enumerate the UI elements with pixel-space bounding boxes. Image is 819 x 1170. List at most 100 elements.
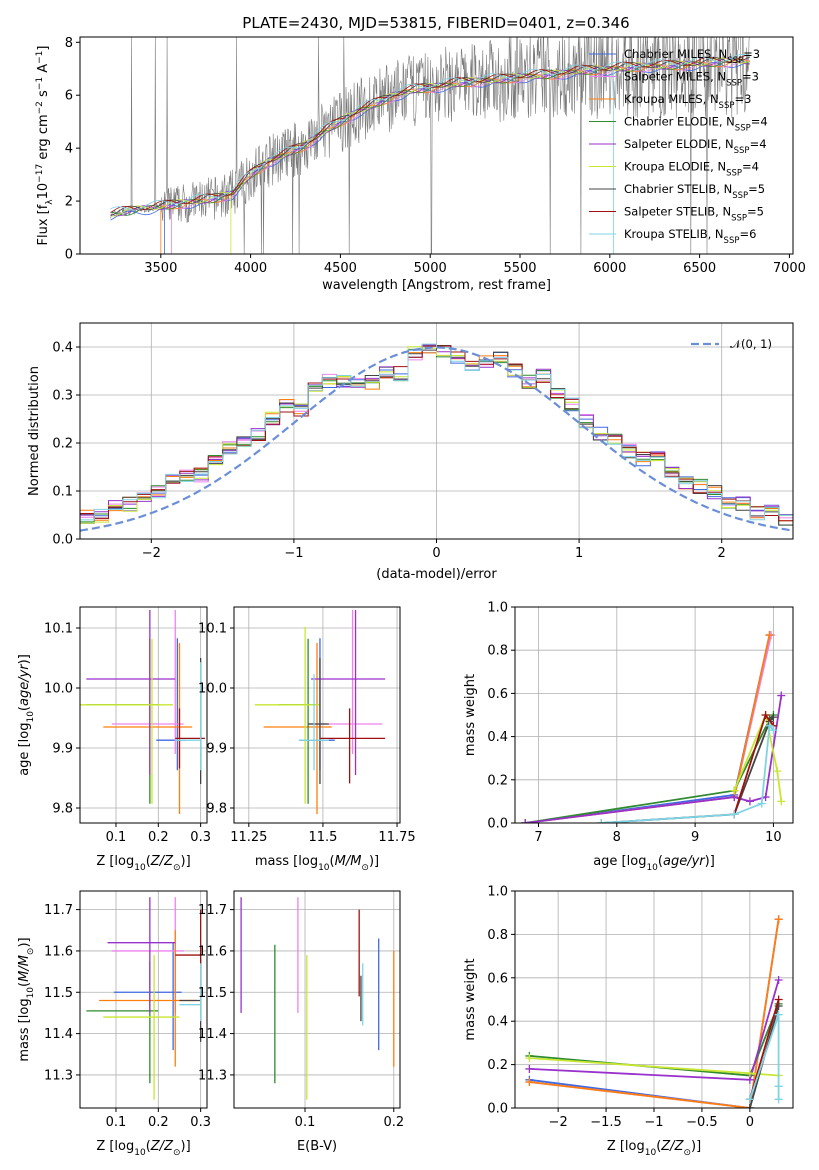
x-tick-label: 4000 [234, 261, 267, 276]
x-tick-label: 0.2 [383, 1115, 404, 1130]
mass-weight-point-kroupa_stelib [765, 721, 774, 730]
x-axis-label-part: ( [146, 1139, 151, 1154]
mass-weight-point-chabrier_stelib [769, 713, 778, 722]
y-tick-label: 1.0 [487, 601, 508, 616]
legend-text: Chabrier MILES, N [624, 47, 727, 61]
axes-frame [233, 606, 401, 824]
x-axis-label: mass [log10(M/M⊙)] [255, 854, 379, 873]
y-axis-label-part: mass [log [17, 998, 32, 1061]
mass-weight-point-kroupa_elodie [773, 767, 782, 776]
legend-suffix: =3 [743, 47, 760, 61]
y-axis-label-part: Normed distribution [27, 366, 42, 496]
y-tick-label: 10.1 [198, 622, 227, 637]
y-tick-label: 0.6 [487, 687, 508, 702]
x-axis-label-part: Z/Z [660, 1139, 684, 1154]
x-tick-label: 0.2 [148, 830, 169, 845]
y-tick-label: 0.8 [487, 644, 508, 659]
y-tick-label: 0.0 [52, 533, 73, 548]
y-axis-label-part: −1 [35, 77, 45, 90]
x-axis-label-part: )] [691, 1139, 701, 1154]
x-tick-label: 11.5 [308, 830, 337, 845]
mass-weight-point-kroupa_elodie [525, 1054, 534, 1063]
y-axis-label-part: ( [17, 982, 32, 987]
y-tick-label: 11.5 [44, 986, 73, 1001]
legend-sub: SSP [719, 101, 735, 111]
y-tick-label: 0.0 [487, 817, 508, 832]
panel-spectrum: 3500 4000 4500 5000 5500 6000 6500 7000 0 2 4 6 8 wav… [35, 36, 806, 293]
legend-suffix: =4 [750, 137, 767, 151]
legend-sub: SSP [727, 56, 743, 66]
plot-area-massweight_vs_age [521, 631, 786, 823]
x-tick-label: 1 [575, 546, 583, 561]
x-tick-label: 0.1 [295, 1115, 316, 1130]
legend-suffix: =3 [734, 92, 751, 106]
y-tick-label: 11.3 [44, 1068, 73, 1083]
legend-sub: SSP [726, 79, 742, 89]
mass-weight-point-kroupa_stelib [745, 1095, 754, 1104]
y-tick-label: 8 [65, 36, 73, 51]
panel-mass_vs_EBV: 0.1 0.2 11.3 11.4 11.5 11.6 11.7 E(B-V) [198, 890, 404, 1154]
x-axis-label: Z [log10(Z/Z⊙)] [96, 1139, 190, 1158]
y-axis-label-part: λ [45, 199, 55, 205]
y-axis-label: mass weight [463, 958, 478, 1040]
y-tick-label: 0.4 [487, 1015, 508, 1030]
y-axis-label-part: −2 [35, 101, 45, 114]
x-tick-label: 0.1 [106, 830, 127, 845]
legend-entry-chabrier_elodie: Chabrier ELODIE, NSSP=4 [624, 115, 768, 134]
axes-frame [514, 606, 794, 824]
mass-weight-line-kroupa_stelib [749, 1014, 780, 1100]
x-axis-label-part: )] [369, 854, 379, 869]
y-tick-label: 10.0 [44, 682, 73, 697]
mass-weight-point-chabrier_stelib [745, 1104, 754, 1108]
y-tick-label: 0.4 [487, 730, 508, 745]
model-spectrum-salpeter_miles [160, 59, 750, 210]
x-tick-label: 0 [746, 1115, 754, 1130]
legend-sub: SSP [734, 146, 750, 156]
y-tick-label: 6 [65, 89, 73, 104]
plot-area-age_vs_mass [254, 610, 386, 814]
x-tick-label: 0.3 [190, 1115, 211, 1130]
figure-title: PLATE=2430, MJD=53815, FIBERID=0401, z=0… [242, 14, 629, 32]
mass-weight-point-kroupa_stelib [774, 1082, 783, 1091]
panel-age_vs_Z: 0.1 0.2 0.39.89.910.010.1Z [log10(Z/Z⊙)]ag… [17, 606, 211, 873]
y-axis-label: mass weight [463, 674, 478, 756]
y-axis-label-part: )] [17, 654, 32, 664]
legend-text: Kroupa ELODIE, N [624, 160, 726, 174]
histogram-kroupa_stelib [80, 343, 793, 539]
x-axis-label-part: M/M [335, 854, 362, 869]
y-tick-label: 11.3 [198, 1068, 227, 1083]
x-tick-label: 7000 [773, 261, 806, 276]
y-axis-label-part: s [36, 90, 51, 101]
y-tick-label: 2 [65, 195, 73, 210]
x-tick-label: 0.2 [148, 1115, 169, 1130]
x-axis-label-part: Z [log [96, 1139, 134, 1154]
plot-area-residuals [80, 343, 793, 539]
legend-suffix: =3 [742, 70, 759, 84]
x-tick-label: 4500 [324, 261, 357, 276]
x-axis-label-part: 10 [318, 863, 330, 873]
model-spectrum-kroupa_stelib [110, 54, 751, 211]
mass-weight-point-kroupa_stelib [774, 1010, 783, 1019]
y-axis-label: age [log10(age/yr)] [17, 654, 36, 776]
x-tick-label: −2 [142, 546, 161, 561]
y-tick-label: 11.7 [44, 903, 73, 918]
legend-entry-chabrier_stelib: Chabrier STELIB, NSSP=5 [624, 182, 765, 201]
mass-weight-point-kroupa_elodie [745, 1069, 754, 1078]
y-tick-label: 11.7 [198, 903, 227, 918]
x-tick-label: 3500 [144, 261, 177, 276]
legend-suffix: =5 [747, 205, 764, 219]
x-tick-label: 0 [432, 546, 440, 561]
legend-entry-kroupa_elodie: Kroupa ELODIE, NSSP=4 [624, 160, 759, 179]
mass-weight-point-salpeter_elodie [525, 1064, 534, 1073]
x-axis-label-part: Z/Z [150, 1139, 174, 1154]
mass-weight-point-kroupa_miles [774, 915, 783, 924]
y-tick-label: 9.8 [52, 802, 73, 817]
legend-suffix: =6 [739, 227, 756, 241]
y-axis-label-part: 10 [26, 711, 36, 723]
mass-weight-point-salpeter_elodie [774, 975, 783, 984]
x-axis-label-part: ( [656, 1139, 661, 1154]
legend-entry-chabrier_miles: Chabrier MILES, NSSP=3 [624, 47, 760, 66]
panel-massweight_vs_Z: −2 −1.5 −1 −0.5 0 0.0 0.2 0.4 0.6 0.8 1.0 Z [log10(… [463, 885, 794, 1158]
x-axis-label: age [log10(age/yr)] [593, 854, 715, 873]
axes-frame [79, 890, 208, 1109]
